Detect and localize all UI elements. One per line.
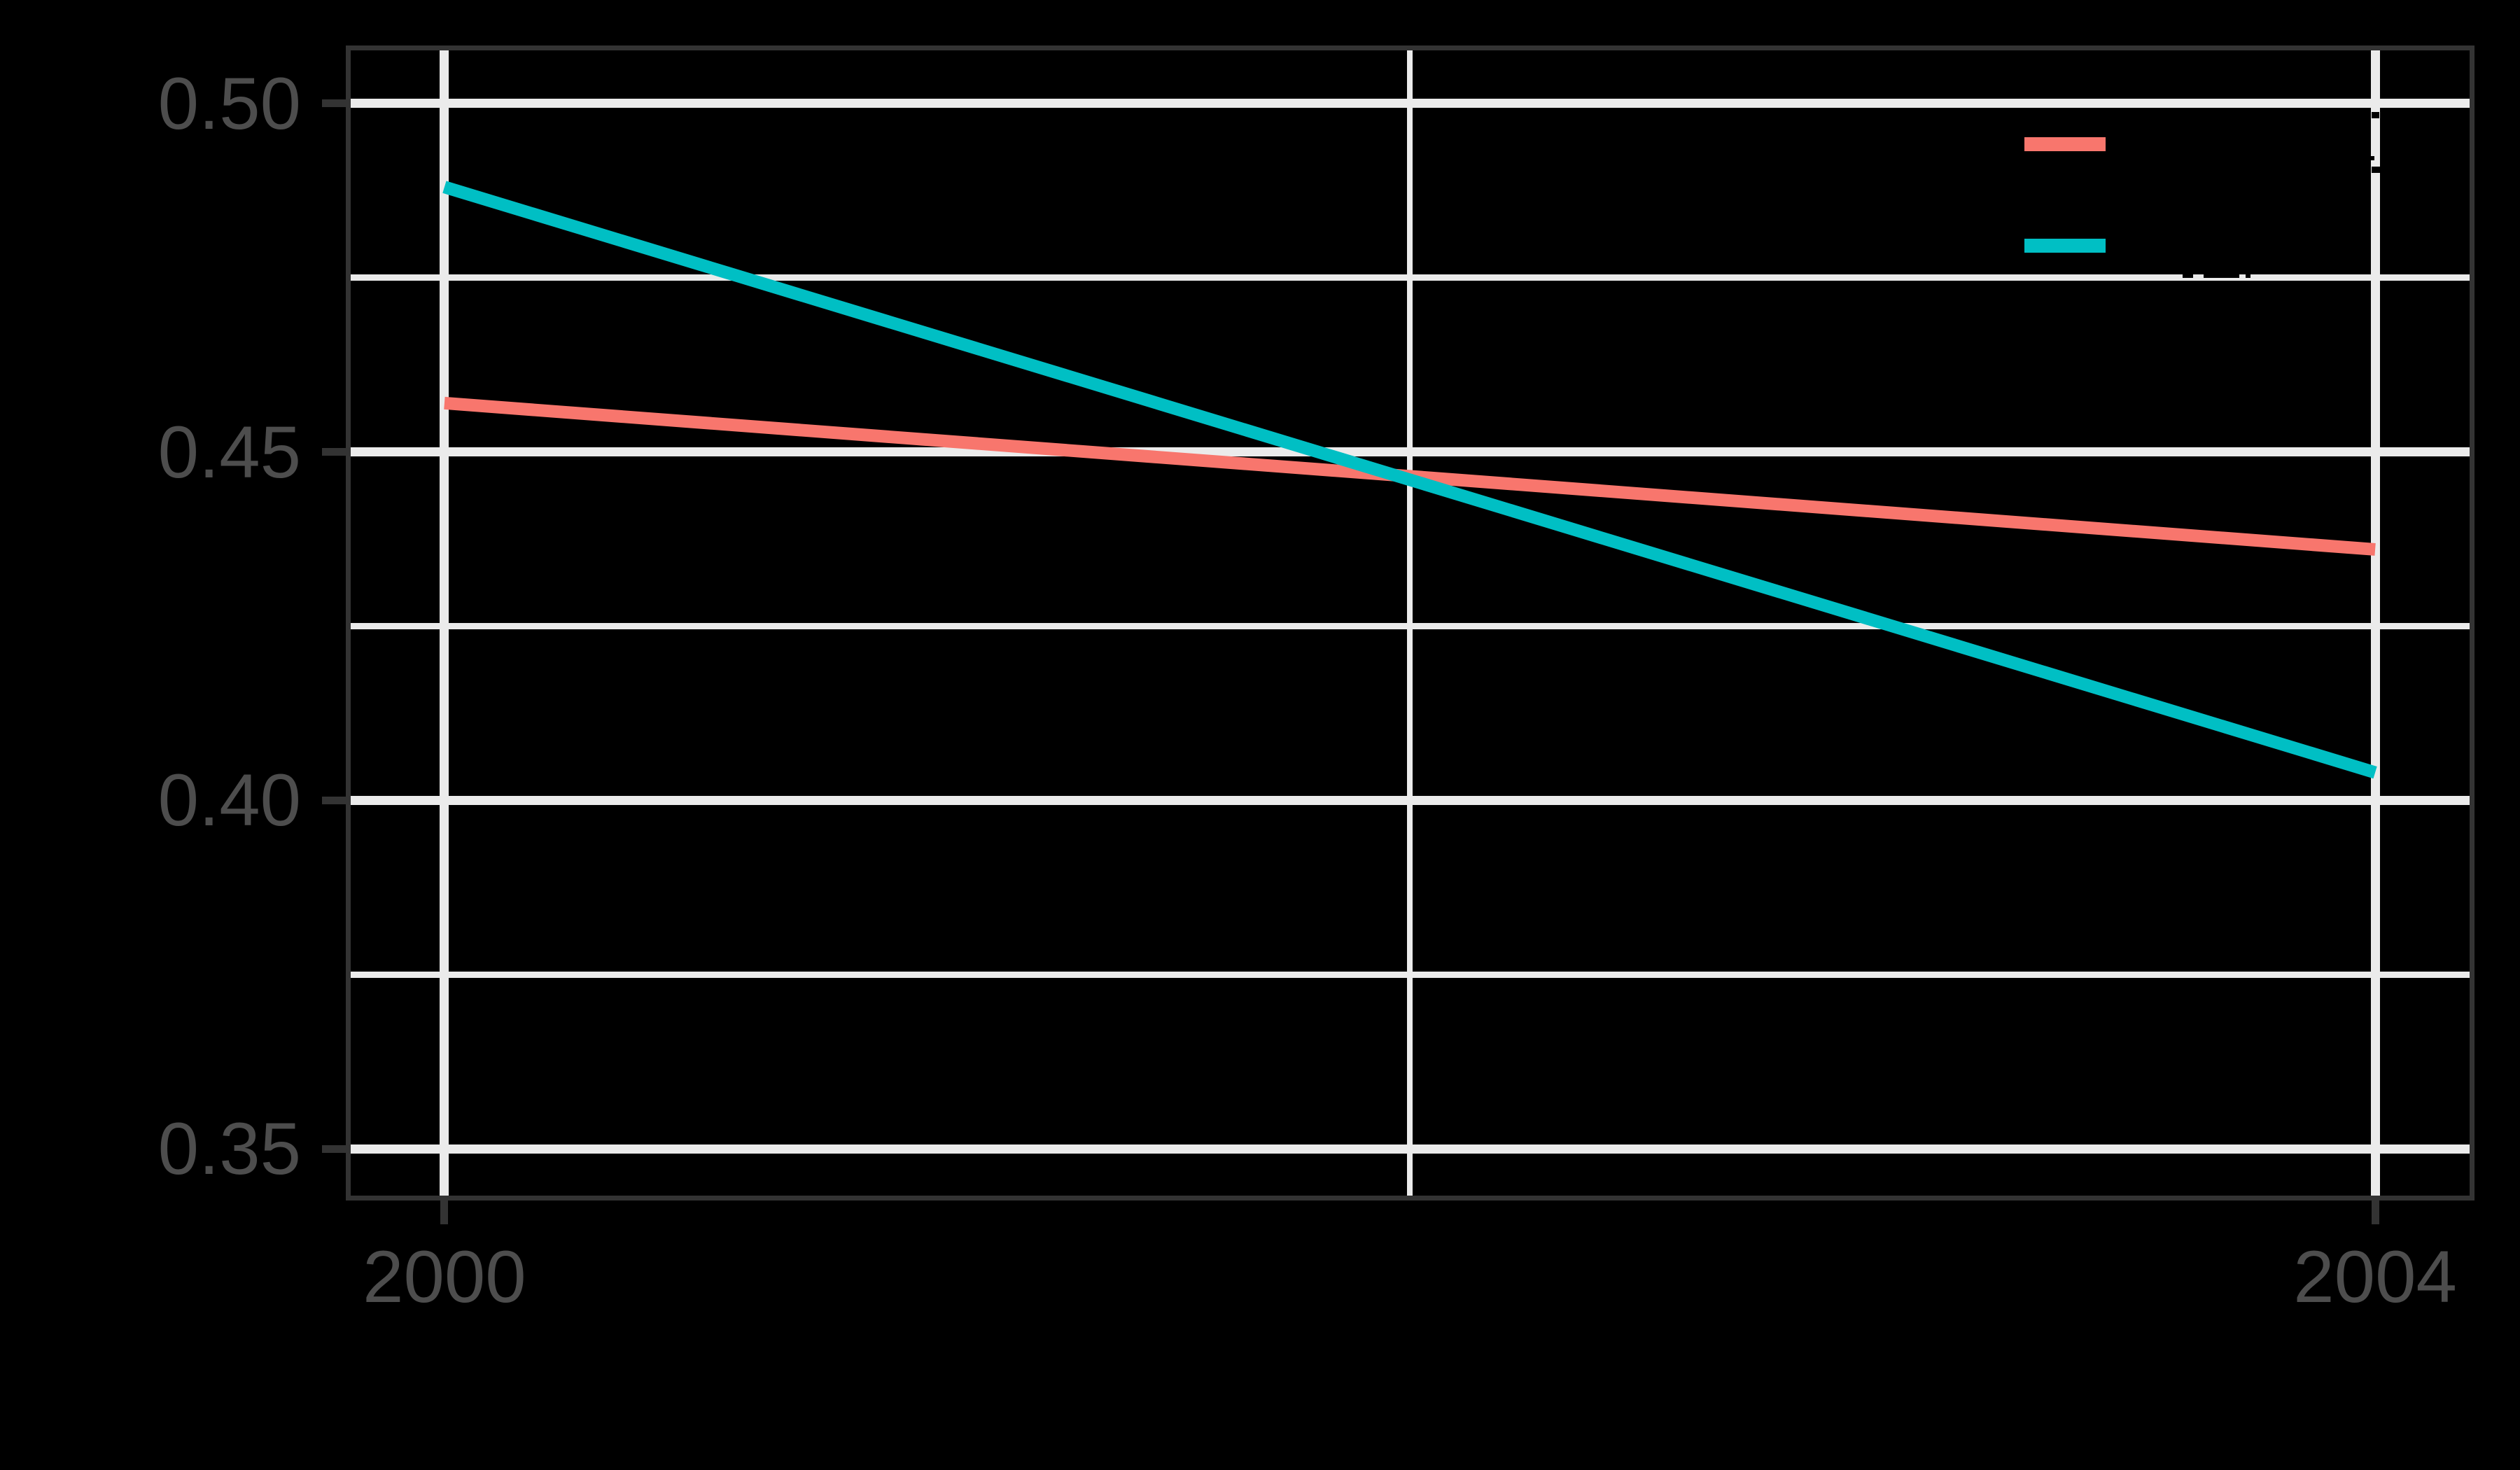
- text-fragment: [2246, 269, 2250, 278]
- y-axis-tick-label: 0.40: [158, 760, 301, 842]
- y-axis-tick-label: 0.35: [158, 1108, 301, 1191]
- y-axis-tick: [322, 99, 348, 108]
- legend-label-series-1: [2128, 102, 2520, 186]
- series-line-2: [442, 181, 2377, 779]
- y-axis-tick: [322, 1144, 348, 1153]
- text-fragment: [2255, 269, 2306, 274]
- y-axis-tick: [322, 448, 348, 456]
- text-fragment: [2370, 156, 2374, 160]
- legend-key-series-2: [2024, 239, 2106, 253]
- x-axis-tick-label: 2004: [2293, 1236, 2457, 1318]
- y-axis-tick-label: 0.45: [158, 411, 301, 493]
- x-axis-tick-label: 2000: [363, 1236, 526, 1318]
- gridline-v-major: [2370, 50, 2380, 1196]
- text-fragment: [2372, 167, 2381, 173]
- plot-panel: [346, 46, 2474, 1200]
- text-fragment: [2372, 112, 2379, 118]
- x-axis-tick: [440, 1200, 449, 1224]
- text-fragment: [2204, 267, 2239, 278]
- text-fragment: [2183, 269, 2193, 278]
- y-axis-tick: [322, 796, 348, 804]
- gridline-v-major: [440, 50, 449, 1196]
- y-axis-tick-label: 0.50: [158, 62, 301, 145]
- legend-key-series-1: [2024, 137, 2106, 151]
- gridline-v-minor: [1407, 50, 1413, 1196]
- x-axis-tick: [2371, 1200, 2379, 1224]
- series-lines: [442, 181, 2377, 779]
